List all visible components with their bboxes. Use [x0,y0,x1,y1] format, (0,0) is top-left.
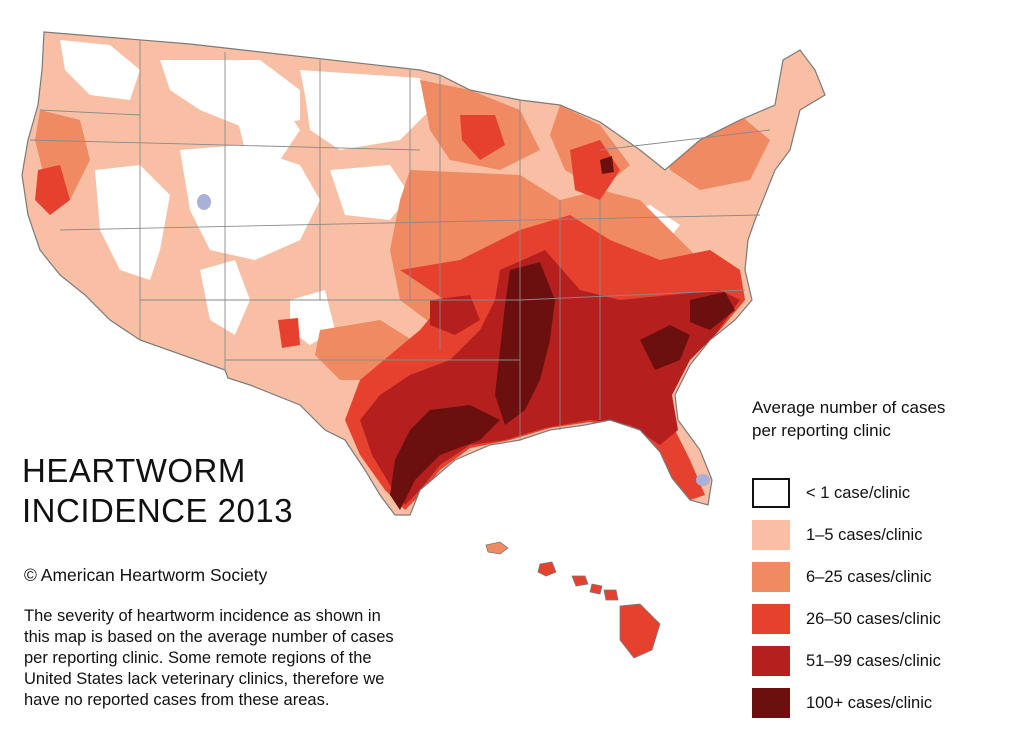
legend-swatch [752,646,790,676]
region-extreme [390,405,500,510]
region-none [300,70,430,150]
map-title-line-1: HEARTWORM [22,452,246,489]
hawaii-island [603,589,619,601]
legend: Average number of cases per reporting cl… [752,396,1012,718]
legend-item: 26–50 cases/clinic [752,604,941,634]
great-salt-lake [197,194,211,210]
legend-swatch [752,478,790,508]
region-extreme [690,292,735,330]
region-none [180,145,320,260]
legend-label: 100+ cases/clinic [806,693,933,712]
copyright-notice: © American Heartworm Society [24,565,268,585]
hawaii-island [589,583,603,595]
description-line: The severity of heartworm incidence as s… [24,607,381,625]
legend-label: 6–25 cases/clinic [806,567,932,586]
us-outline [21,31,826,516]
state-border [39,109,141,116]
legend-item: 51–99 cases/clinic [752,646,941,676]
region-extreme [600,156,614,174]
region-extreme [495,262,555,425]
description-line: United States lack veterinary clinics, t… [24,670,385,688]
lake-okeechobee [696,474,710,486]
water-group [197,194,710,486]
region-very-high [430,295,480,335]
state-border [519,289,746,301]
region-high [570,140,620,200]
region-none [60,40,140,100]
state-border [59,214,761,231]
region-high [278,318,300,348]
legend-swatch [752,520,790,550]
legend-item: 100+ cases/clinic [752,688,932,718]
map-description: The severity of heartworm incidence as s… [24,606,524,711]
hawaii-island [619,603,661,659]
region-high [460,115,505,160]
legend-label: 1–5 cases/clinic [806,525,923,544]
region-extreme [640,325,690,370]
legend-title-line: Average number of cases [752,398,946,417]
legend-item: 6–25 cases/clinic [752,562,932,592]
legend-swatch [752,604,790,634]
region-none [330,165,410,220]
legend-title: Average number of cases per reporting cl… [752,396,1012,442]
legend-label: 51–99 cases/clinic [806,651,941,670]
hawaii [537,561,661,659]
legend-item: 1–5 cases/clinic [752,520,922,550]
legend-title-line: per reporting clinic [752,421,891,440]
state-border [599,129,771,151]
state-border [29,139,421,151]
region-extreme-group [390,156,735,510]
legend-swatch [752,688,790,718]
state-borders [29,40,771,440]
legend-item: < 1 case/clinic [752,478,910,508]
region-none [95,165,170,280]
legend-swatch [752,562,790,592]
legend-label: 26–50 cases/clinic [806,609,941,628]
region-none [235,100,300,160]
description-line: this map is based on the average number … [24,628,394,646]
legend-label: < 1 case/clinic [806,483,911,502]
region-high [35,165,70,215]
map-title-line-2: INCIDENCE 2013 [22,492,294,529]
hawaii-island [571,575,589,587]
description-line: have no reported cases from these areas. [24,691,330,709]
description-line: per reporting clinic. Some remote region… [24,649,372,667]
hawaii-island [537,561,557,577]
alaska-island [485,541,509,555]
